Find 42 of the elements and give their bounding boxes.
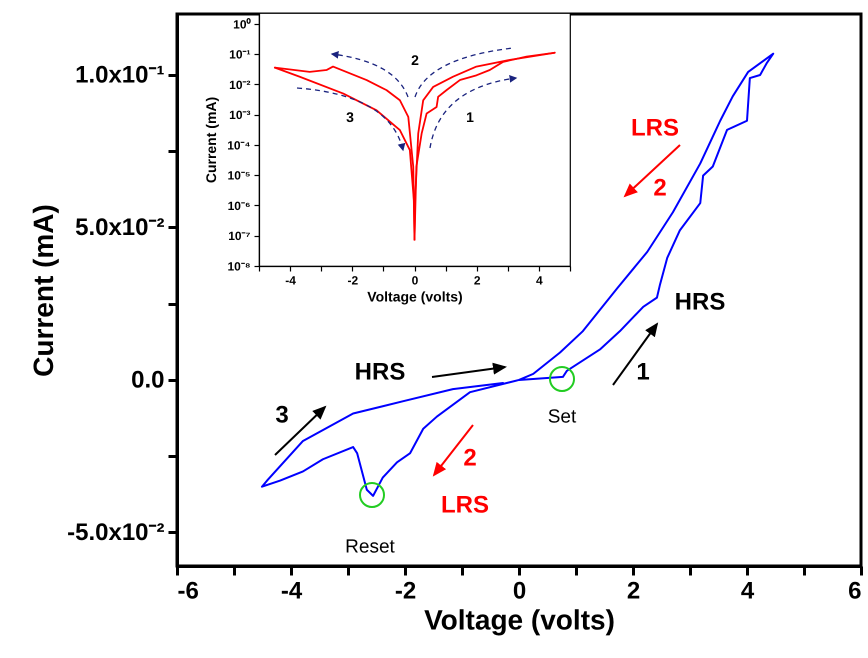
annotation: 1 (466, 109, 474, 125)
x-axis-title: Voltage (volts) (367, 288, 463, 304)
annotation: HRS (674, 288, 726, 316)
y-tick-label: 1.0x10⁻¹ (75, 61, 164, 88)
y-tick-label: 10⁻⁶ (228, 198, 250, 213)
x-tick-label: -4 (285, 274, 296, 288)
x-axis-title: Voltage (volts) (424, 604, 615, 636)
x-tick-label: -6 (178, 578, 199, 604)
y-tick-label: 10⁻⁵ (228, 168, 250, 183)
y-tick-label: 5.0x10⁻² (75, 214, 164, 241)
x-tick-label: 0 (412, 274, 419, 288)
annotation: HRS (354, 358, 406, 386)
annotation: 2 (411, 52, 420, 68)
annotation: LRS (441, 492, 489, 518)
annotation: 2 (463, 444, 477, 472)
y-tick-label: -5.0x10⁻² (67, 518, 165, 546)
annotation: 3 (346, 109, 354, 125)
y-tick-label: 10⁻¹ (229, 48, 251, 62)
x-tick-label: -2 (394, 578, 416, 604)
y-tick-label: 10⁻⁸ (227, 260, 250, 274)
y-tick-label: 0.0 (131, 366, 164, 394)
annotation: 1 (636, 358, 650, 386)
annotation: 3 (275, 402, 289, 428)
x-tick-label: 6 (848, 578, 862, 604)
y-tick-label: 10⁻³ (229, 108, 251, 122)
x-tick-label: -4 (280, 578, 303, 604)
annotation: Set (548, 406, 577, 428)
y-tick-label: 10⁻⁷ (228, 229, 251, 244)
annotation: Reset (345, 536, 396, 558)
x-tick-label: 2 (626, 578, 640, 604)
y-axis-title: Current (mA) (203, 96, 220, 184)
y-tick-label: 10⁻² (229, 78, 251, 92)
y-tick-label: 10⁰ (233, 17, 252, 32)
y-tick-label: 10⁻⁴ (227, 138, 251, 152)
annotation: LRS (631, 114, 679, 142)
annotation: 2 (653, 174, 667, 202)
y-axis-title: Current (mA) (28, 204, 60, 377)
x-tick-label: 4 (536, 274, 544, 288)
x-tick-label: -2 (347, 274, 358, 288)
x-tick-label: 2 (474, 274, 481, 288)
x-tick-label: 0 (512, 578, 526, 604)
x-tick-label: 4 (740, 578, 755, 604)
